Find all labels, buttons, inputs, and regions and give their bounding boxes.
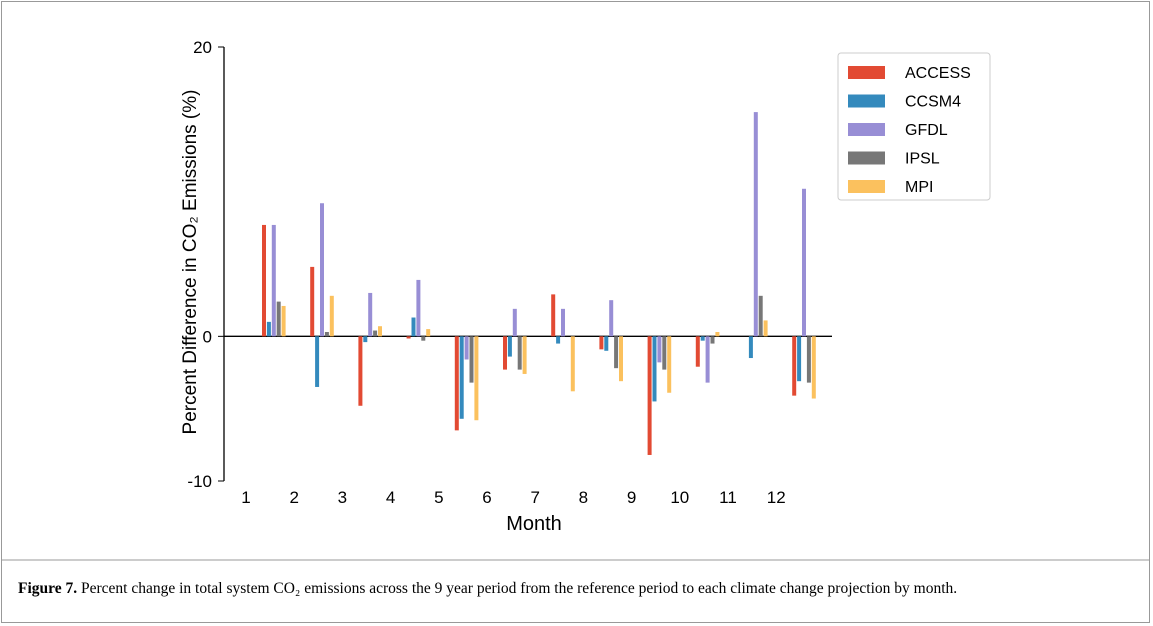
bar — [329, 295, 334, 337]
y-axis-title: Percent Difference in CO₂ Emissions (%) — [180, 90, 201, 435]
legend-swatch — [848, 94, 885, 108]
x-tick-label: 7 — [530, 488, 539, 507]
legend-label: IPSL — [905, 151, 940, 168]
bar — [416, 279, 421, 337]
caption-label: Figure 7. — [18, 580, 78, 597]
bar — [662, 336, 667, 370]
bar — [551, 294, 556, 337]
legend-swatch — [848, 151, 885, 165]
bar — [517, 336, 522, 370]
bar — [797, 336, 802, 382]
bar — [262, 224, 266, 337]
bar — [748, 336, 753, 359]
x-tick-label: 3 — [338, 488, 347, 507]
bar — [406, 336, 411, 339]
bar — [474, 336, 479, 421]
bar — [310, 266, 315, 337]
bar — [507, 336, 512, 357]
bar — [763, 320, 768, 337]
legend-swatch — [848, 180, 885, 193]
caption-text: Percent change in total system CO₂ emiss… — [81, 580, 958, 597]
caption: Figure 7. Percent change in total system… — [18, 578, 1118, 600]
bar — [512, 308, 517, 337]
bar — [363, 336, 368, 343]
x-tick-label: 1 — [241, 488, 250, 507]
bar — [503, 336, 507, 370]
bar — [758, 295, 763, 337]
bar — [373, 330, 378, 337]
x-tick-label: 5 — [434, 488, 443, 507]
x-tick-label: 2 — [289, 488, 298, 507]
legend-swatch — [848, 66, 885, 79]
bar — [802, 188, 806, 337]
bar — [652, 336, 657, 402]
bar — [599, 336, 604, 350]
bar — [556, 336, 561, 344]
bar — [700, 336, 705, 341]
x-tick-label: 10 — [670, 488, 689, 507]
bar — [561, 308, 565, 337]
bar — [358, 336, 363, 406]
bar — [426, 329, 431, 337]
bar — [806, 336, 811, 383]
bar — [315, 336, 320, 387]
legend-swatch — [848, 123, 885, 136]
bar — [609, 300, 614, 337]
bar — [710, 336, 715, 344]
y-tick-label: 0 — [203, 327, 212, 346]
legend-label: GFDL — [905, 122, 948, 139]
bar — [454, 336, 459, 431]
bar — [324, 331, 329, 337]
bar — [464, 336, 469, 360]
x-tick-label: 6 — [482, 488, 491, 507]
x-tick-label: 8 — [579, 488, 588, 507]
bar — [271, 224, 276, 337]
x-axis-title: Month — [506, 513, 562, 535]
bar — [811, 336, 816, 399]
bar — [614, 336, 619, 369]
legend-label: MPI — [905, 179, 933, 196]
bar — [281, 305, 286, 337]
legend-label: CCSM4 — [905, 94, 961, 111]
y-tick-label: -10 — [187, 472, 212, 491]
bar — [368, 292, 373, 337]
bar — [276, 301, 281, 337]
bar — [522, 336, 527, 374]
x-tick-label: 11 — [719, 488, 737, 507]
bar — [570, 336, 575, 392]
bar — [647, 336, 652, 455]
bar — [320, 203, 324, 337]
bar — [469, 336, 474, 383]
bar — [705, 336, 710, 383]
bar — [459, 336, 464, 419]
x-tick-label: 4 — [386, 488, 395, 507]
bar — [266, 321, 271, 337]
bar — [421, 336, 426, 341]
bar — [715, 331, 720, 337]
x-tick-label: 9 — [627, 488, 636, 507]
bar — [604, 336, 609, 351]
bar — [667, 336, 672, 393]
bar — [657, 336, 662, 363]
bar — [411, 317, 416, 337]
y-tick-label: 20 — [193, 38, 212, 57]
bar — [792, 336, 797, 396]
bar — [378, 326, 382, 337]
bar — [619, 336, 623, 382]
legend-label: ACCESS — [905, 65, 971, 82]
bar — [695, 336, 700, 367]
x-tick-label: 12 — [767, 488, 786, 507]
bar — [753, 112, 758, 337]
